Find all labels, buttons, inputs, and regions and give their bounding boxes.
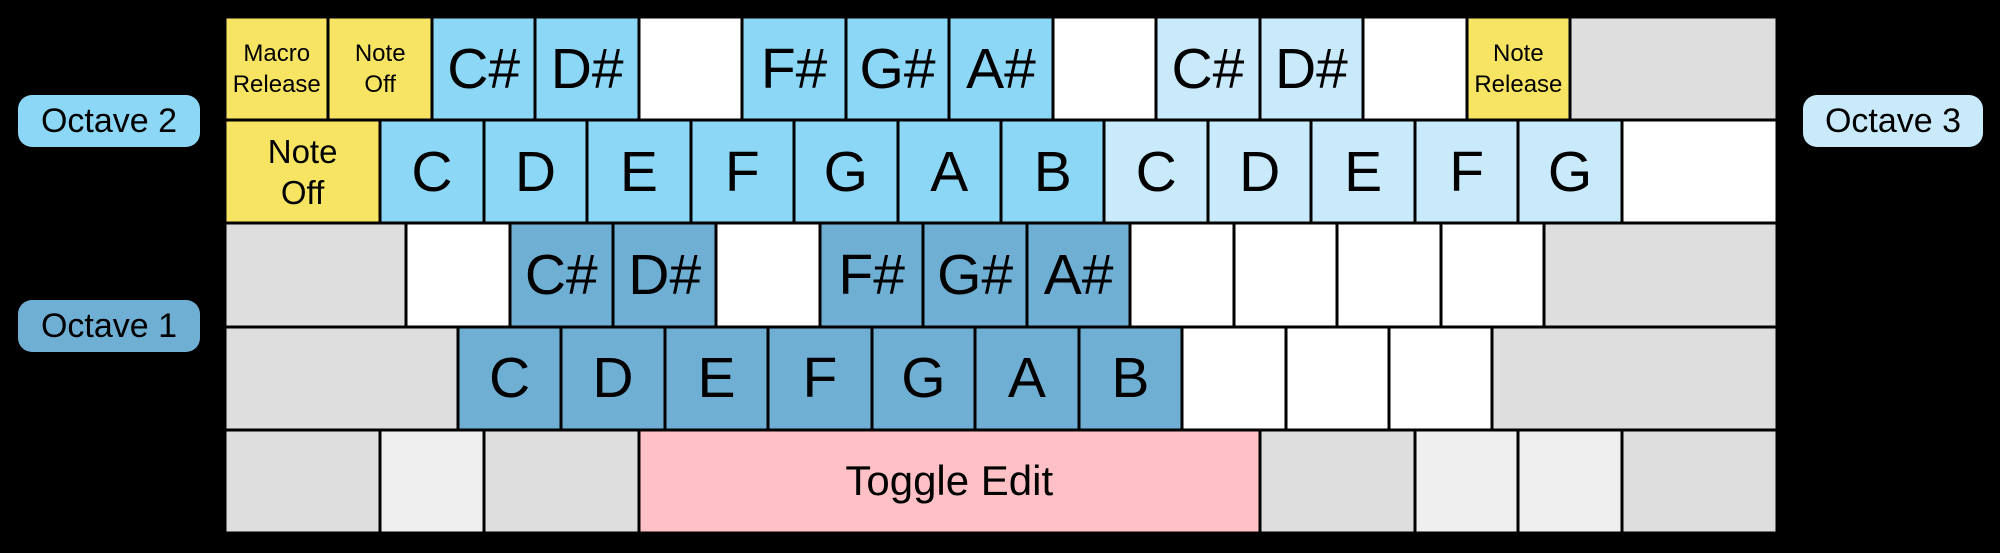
key-modifier-unused — [1414, 429, 1519, 534]
key-dsharp-octave1: D# — [613, 223, 717, 327]
key-fsharp-octave1: F# — [819, 223, 924, 327]
key-f-octave1: F — [768, 326, 872, 430]
key-modifier-unused — [483, 429, 639, 534]
key-dsharp-octave3: D# — [1259, 17, 1364, 121]
key-c-octave1: C — [457, 326, 562, 430]
key-unmapped — [1130, 223, 1234, 327]
key-unmapped — [1285, 326, 1390, 430]
key-a-octave2: A — [897, 120, 1002, 224]
key-c-octave3: C — [1104, 120, 1208, 224]
key-b-octave2: B — [1001, 120, 1105, 224]
key-unmapped — [716, 223, 820, 327]
key-gsharp-octave1: G# — [923, 223, 1027, 327]
key-unmapped — [1389, 326, 1493, 430]
key-c-octave2: C — [380, 120, 484, 224]
key-enter-unused — [1544, 223, 1778, 327]
key-a-octave1: A — [975, 326, 1079, 430]
key-unmapped — [406, 223, 510, 327]
key-unmapped — [638, 17, 743, 121]
key-g-octave1: G — [871, 326, 976, 430]
key-e-octave2: E — [587, 120, 691, 224]
key-note-off-tab: Note Off — [225, 120, 381, 224]
octave-1-label: Octave 1 — [18, 300, 200, 352]
key-gsharp-octave2: G# — [845, 17, 950, 121]
key-csharp-octave2: C# — [431, 17, 536, 121]
key-modifier-unused — [380, 429, 484, 534]
key-csharp-octave3: C# — [1156, 17, 1260, 121]
octave-2-label: Octave 2 — [18, 95, 200, 147]
key-modifier-unused — [225, 429, 381, 534]
key-d-octave3: D — [1207, 120, 1312, 224]
number-row: Macro Release Note Off C# D# F# G# A# C# D# Note … — [225, 17, 1778, 121]
key-space-toggle-edit: Toggle Edit — [638, 429, 1260, 534]
key-unmapped — [1052, 17, 1157, 121]
key-g-octave3: G — [1518, 120, 1622, 224]
key-csharp-octave1: C# — [509, 223, 613, 327]
key-unmapped — [1621, 120, 1778, 224]
key-right-shift-unused — [1492, 326, 1778, 430]
home-row: C# D# F# G# A# — [225, 223, 1778, 327]
key-b-octave1: B — [1078, 326, 1183, 430]
key-unmapped — [1363, 17, 1467, 121]
key-modifier-unused — [1259, 429, 1415, 534]
key-dsharp-octave2: D# — [535, 17, 639, 121]
key-note-release: Note Release — [1466, 17, 1571, 121]
key-fsharp-octave2: F# — [742, 17, 846, 121]
key-f-octave2: F — [690, 120, 795, 224]
key-modifier-unused — [1518, 429, 1622, 534]
key-f-octave3: F — [1414, 120, 1519, 224]
key-left-shift-unused — [225, 326, 458, 430]
key-backspace-unused — [1570, 17, 1778, 121]
key-modifier-unused — [1621, 429, 1778, 534]
key-d-octave2: D — [483, 120, 588, 224]
key-unmapped — [1440, 223, 1545, 327]
key-d-octave1: D — [561, 326, 665, 430]
key-e-octave1: E — [664, 326, 769, 430]
key-macro-release: Macro Release — [225, 17, 329, 121]
keyboard: Macro Release Note Off C# D# F# G# A# C# D# Note … — [225, 17, 1778, 534]
tab-row: Note Off C D E F G A B C D E F G — [225, 120, 1778, 224]
key-e-octave3: E — [1311, 120, 1415, 224]
octave-3-label: Octave 3 — [1803, 95, 1983, 147]
key-note-off-1: Note Off — [328, 17, 432, 121]
key-unmapped — [1182, 326, 1286, 430]
key-asharp-octave2: A# — [949, 17, 1053, 121]
key-capslock-unused — [225, 223, 407, 327]
key-g-octave2: G — [794, 120, 898, 224]
key-unmapped — [1337, 223, 1441, 327]
key-unmapped — [1233, 223, 1338, 327]
bottom-row: Toggle Edit — [225, 429, 1778, 534]
key-asharp-octave1: A# — [1026, 223, 1131, 327]
